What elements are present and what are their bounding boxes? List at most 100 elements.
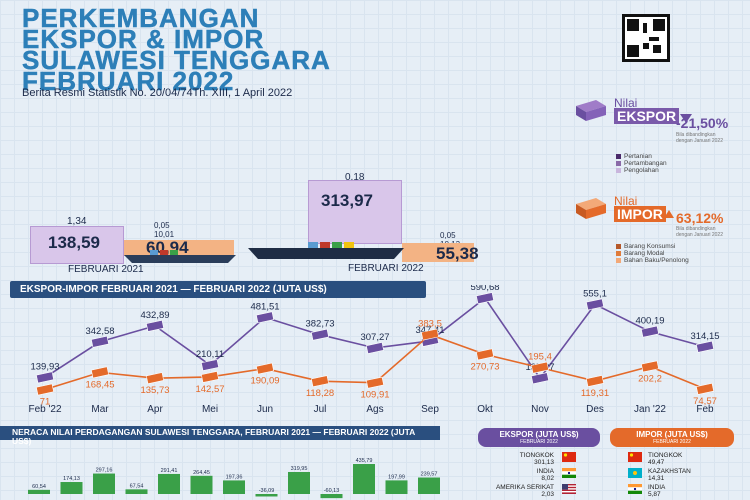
neraca-bar[interactable] (223, 480, 245, 494)
data-point[interactable] (145, 372, 165, 385)
month-tick-label: Feb (696, 404, 714, 415)
data-point[interactable] (475, 348, 495, 361)
data-label: 432,89 (140, 310, 169, 321)
ekspor-country-item: AMERIKA SERIKAT 2,03 (495, 484, 554, 498)
data-label: 270,73 (470, 361, 499, 372)
feb2021-label: FEBRUARI 2021 (68, 264, 144, 275)
data-point[interactable] (35, 371, 55, 384)
impor-change: 63,12% (676, 210, 724, 226)
data-point[interactable] (310, 375, 330, 388)
month-tick-label: Nov (531, 404, 549, 415)
data-label: 139,93 (30, 361, 59, 372)
neraca-bar-chart: 60,54 174,13 297,16 67,54 291,41 264,45 197,36… (28, 458, 440, 499)
neraca-bar[interactable] (353, 464, 375, 494)
legend-item: Pertambangan (616, 160, 667, 167)
data-point[interactable] (365, 376, 385, 389)
data-point[interactable] (585, 298, 605, 311)
month-tick-label: Jul (313, 404, 327, 415)
ekspor-impor-line-chart: 139,93 342,58 432,89 210,11 481,51 382,73 307,… (30, 285, 720, 408)
neraca-bar-label: 264,45 (193, 470, 210, 476)
cargo-ship-icon (248, 242, 404, 259)
impor-country-item: KAZAKHSTAN 14,31 (648, 468, 691, 482)
neraca-bar-label: 197,36 (226, 474, 243, 480)
month-tick-label: Jan '22 (634, 404, 666, 415)
neraca-bar[interactable] (158, 473, 180, 494)
data-label: 481,51 (250, 301, 279, 312)
india-flag-icon (562, 468, 576, 478)
neraca-bar[interactable] (288, 471, 310, 494)
neraca-bar-label: 291,41 (161, 468, 178, 474)
impor-countries-header: IMPOR (JUTA US$) FEBRUARI 2022 (610, 428, 734, 447)
data-point[interactable] (200, 371, 220, 383)
month-tick-label: Des (586, 404, 604, 415)
data-point[interactable] (530, 361, 550, 374)
data-point[interactable] (145, 319, 165, 332)
legend-item: Barang Konsumsi (616, 243, 689, 250)
feb2021-ekspor-top: 1,34 (67, 216, 87, 227)
india-flag-icon (628, 484, 642, 494)
neraca-bar-label: 197,99 (388, 474, 405, 480)
neraca-bar[interactable] (320, 494, 343, 499)
qr-code-icon[interactable] (622, 14, 670, 62)
data-label: 400,19 (635, 316, 664, 327)
month-tick-label: Feb '22 (28, 404, 62, 415)
data-point[interactable] (90, 366, 110, 379)
impor-label: IMPOR (614, 206, 666, 222)
data-label: 168,45 (85, 379, 114, 390)
data-point[interactable] (695, 340, 715, 353)
data-point[interactable] (90, 335, 110, 348)
data-point[interactable] (200, 359, 220, 371)
feb2022-impor-block: 55,38 (402, 243, 479, 263)
data-point[interactable] (695, 382, 715, 395)
neraca-bar-label: 67,54 (130, 483, 144, 489)
impor-crate-icon (576, 198, 606, 219)
series-ekspor: 139,93 342,58 432,89 210,11 481,51 382,73 307,… (30, 285, 720, 385)
data-label: 190,09 (250, 376, 279, 387)
page-title: PERKEMBANGAN EKSPOR & IMPOR SULAWESI TEN… (22, 3, 331, 96)
legend-swatch (616, 161, 621, 166)
data-point[interactable] (530, 372, 550, 385)
feb2021-ekspor-block: 138,59 (30, 226, 124, 264)
data-point[interactable] (585, 375, 605, 387)
neraca-bar[interactable] (255, 494, 278, 497)
neraca-bar[interactable] (190, 475, 213, 494)
kazakhstan-flag-icon (628, 468, 642, 478)
neraca-bar[interactable] (93, 473, 115, 494)
data-label: 210,11 (196, 349, 224, 360)
page-subtitle: Berita Resmi Statistik No. 20/04/74Th. X… (22, 87, 293, 99)
impor-country-item: INDIA 5,87 (648, 484, 666, 498)
data-label: 142,57 (195, 384, 224, 395)
feb2021-impor-mid: 10,01 (154, 230, 175, 239)
data-label: 119,31 (581, 388, 609, 399)
usa-flag-icon (562, 484, 576, 494)
neraca-bar[interactable] (385, 480, 408, 494)
data-point[interactable] (640, 325, 660, 338)
neraca-bar-label: 297,16 (96, 468, 113, 474)
legend-swatch (616, 168, 621, 173)
ekspor-country-item: TIONGKOK 301,13 (519, 452, 554, 466)
legend-item: Pertanian (616, 153, 667, 160)
cargo-ship-icon (124, 250, 236, 263)
ekspor-note: Bila dibandingkan dengan Januari 2022 (676, 132, 723, 144)
ekspor-nilai-label: Nilai (614, 96, 638, 110)
data-point[interactable] (365, 342, 385, 354)
data-point[interactable] (35, 383, 55, 396)
data-label: 195,4 (528, 352, 552, 363)
neraca-bar[interactable] (60, 482, 83, 494)
data-label: 590,68 (470, 285, 499, 293)
neraca-bar[interactable] (125, 489, 148, 494)
data-point[interactable] (475, 292, 495, 305)
data-point[interactable] (420, 328, 440, 341)
impor-legend: Barang Konsumsi Barang Modal Bahan Baku/… (616, 243, 689, 264)
data-point[interactable] (310, 328, 330, 341)
neraca-banner (0, 426, 440, 440)
neraca-bar[interactable] (418, 477, 440, 494)
data-point[interactable] (255, 362, 275, 375)
data-point[interactable] (640, 360, 660, 373)
data-label: 109,91 (360, 390, 389, 401)
neraca-title: NERACA NILAI PERDAGANGAN SULAWESI TENGGA… (12, 427, 416, 446)
month-tick-label: Apr (147, 404, 163, 415)
feb2021-ekspor-total: 138,59 (48, 233, 100, 252)
data-point[interactable] (255, 311, 275, 324)
neraca-bar[interactable] (28, 489, 50, 494)
